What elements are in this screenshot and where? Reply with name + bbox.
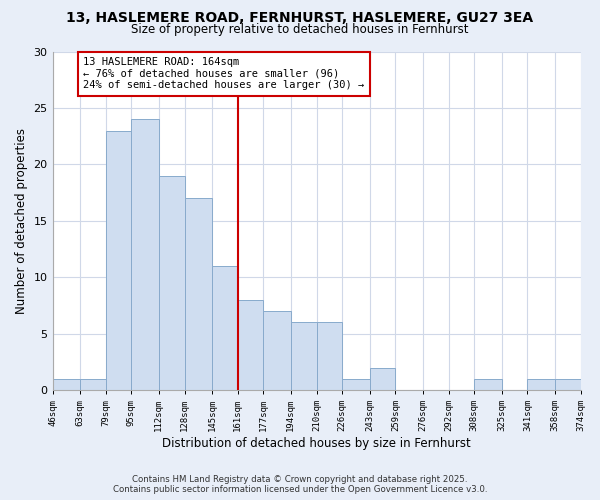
Text: 13, HASLEMERE ROAD, FERNHURST, HASLEMERE, GU27 3EA: 13, HASLEMERE ROAD, FERNHURST, HASLEMERE…	[67, 11, 533, 25]
Bar	[370, 368, 395, 390]
Bar	[238, 300, 263, 390]
Bar	[185, 198, 212, 390]
X-axis label: Distribution of detached houses by size in Fernhurst: Distribution of detached houses by size …	[162, 437, 471, 450]
Bar	[555, 379, 581, 390]
Bar	[80, 379, 106, 390]
Bar	[474, 379, 502, 390]
Bar	[53, 379, 80, 390]
Bar	[131, 119, 159, 390]
Text: Contains HM Land Registry data © Crown copyright and database right 2025.
Contai: Contains HM Land Registry data © Crown c…	[113, 474, 487, 494]
Y-axis label: Number of detached properties: Number of detached properties	[15, 128, 28, 314]
Bar	[317, 322, 342, 390]
Text: Size of property relative to detached houses in Fernhurst: Size of property relative to detached ho…	[131, 22, 469, 36]
Bar	[159, 176, 185, 390]
Bar	[106, 130, 131, 390]
Bar	[212, 266, 238, 390]
Bar	[527, 379, 555, 390]
Bar	[291, 322, 317, 390]
Text: 13 HASLEMERE ROAD: 164sqm
← 76% of detached houses are smaller (96)
24% of semi-: 13 HASLEMERE ROAD: 164sqm ← 76% of detac…	[83, 57, 364, 90]
Bar	[263, 311, 291, 390]
Bar	[342, 379, 370, 390]
